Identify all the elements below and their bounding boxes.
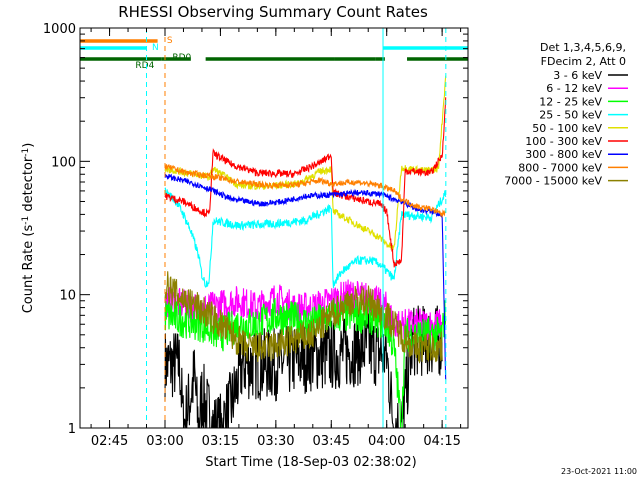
x-tick-label-5: 04:00 xyxy=(368,434,405,449)
observing-flags: SN RD0 RD4 xyxy=(80,36,468,71)
flag-label-rd4: RD4 xyxy=(135,61,154,71)
y-tick-label-0: 1 xyxy=(68,422,76,437)
legend-label-4: 50 - 100 keV xyxy=(532,122,602,135)
y-tick-label-2: 100 xyxy=(51,155,76,170)
x-tick-label-6: 04:15 xyxy=(423,434,460,449)
x-axis: 02:45 03:00 03:15 03:30 03:45 04:00 04:15 xyxy=(90,28,462,449)
legend-label-3: 25 - 50 keV xyxy=(539,109,602,122)
plot-frame xyxy=(79,27,469,429)
chart-title: RHESSI Observing Summary Count Rates xyxy=(118,3,428,21)
flag-label-n: N xyxy=(152,43,159,53)
y-axis-label: Count Rate (s-1 detector-1) xyxy=(21,143,36,314)
series-trace-6 xyxy=(164,173,447,380)
series-layer xyxy=(164,75,447,429)
legend-label-6: 300 - 800 keV xyxy=(525,148,602,161)
x-tick-label-1: 03:00 xyxy=(146,434,183,449)
series-trace-7 xyxy=(164,164,447,219)
y-tick-label-3: 1000 xyxy=(43,22,76,37)
x-tick-label-2: 03:15 xyxy=(202,434,239,449)
series-trace-1 xyxy=(164,279,443,341)
y-tick-label-1: 10 xyxy=(59,289,76,304)
legend-label-8: 7000 - 15000 keV xyxy=(504,175,602,188)
legend-label-1: 6 - 12 keV xyxy=(546,82,602,95)
series-trace-5 xyxy=(164,97,447,268)
flag-label-s: S xyxy=(167,36,173,46)
legend-header-line1: Det 1,3,4,5,6,9, xyxy=(540,41,626,54)
legend-label-5: 100 - 300 keV xyxy=(525,135,602,148)
legend-header-line2: FDecim 2, Att 0 xyxy=(541,55,626,68)
date-stamp: 23-Oct-2021 11:00 xyxy=(561,467,637,476)
x-tick-label-0: 02:45 xyxy=(91,434,128,449)
x-tick-label-4: 03:45 xyxy=(313,434,350,449)
legend-label-7: 800 - 7000 keV xyxy=(518,161,602,174)
x-tick-label-3: 03:30 xyxy=(257,434,294,449)
x-axis-label: Start Time (18-Sep-03 02:38:02) xyxy=(205,455,416,470)
legend-label-0: 3 - 6 keV xyxy=(553,69,602,82)
series-trace-3 xyxy=(164,187,447,288)
flag-label-rd0: RD0 xyxy=(172,53,191,63)
legend-label-2: 12 - 25 keV xyxy=(539,95,602,108)
series-trace-8 xyxy=(164,271,443,364)
y-axis: 1 10 100 1000 xyxy=(43,22,468,437)
